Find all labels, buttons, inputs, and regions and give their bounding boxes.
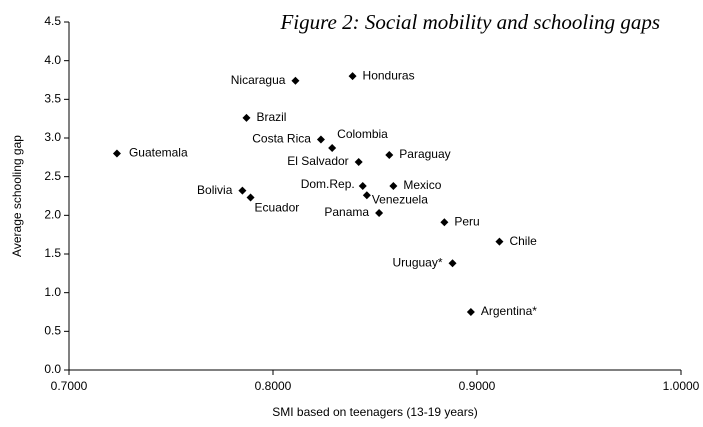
- y-tick-label: 0.0: [44, 362, 61, 376]
- point-label: Venezuela: [372, 192, 428, 206]
- point-label: Guatemala: [129, 146, 188, 160]
- point: [495, 237, 504, 246]
- y-tick-label: 1.0: [44, 285, 61, 299]
- point: [328, 144, 337, 153]
- y-tick-label: 2.0: [44, 208, 61, 222]
- x-tick-label: 0.7000: [51, 379, 88, 393]
- point: [375, 209, 384, 218]
- point-label: Chile: [509, 234, 537, 248]
- point-label: El Salvador: [287, 154, 348, 168]
- point-label: Dom.Rep.: [301, 177, 355, 191]
- x-tick-label: 1.0000: [663, 379, 700, 393]
- point-label: Ecuador: [255, 201, 300, 215]
- point-label: Uruguay*: [392, 255, 442, 269]
- point-label: Paraguay: [399, 147, 450, 161]
- point: [385, 151, 394, 160]
- point-label: Argentina*: [481, 304, 537, 318]
- y-tick-label: 4.5: [44, 14, 61, 28]
- x-axis-label: SMI based on teenagers (13-19 years): [272, 405, 477, 419]
- y-axis-label: Average schooling gap: [10, 135, 24, 257]
- point-label: Honduras: [363, 68, 415, 82]
- y-tick-label: 3.0: [44, 130, 61, 144]
- x-tick-label: 0.8000: [255, 379, 292, 393]
- point-label: Peru: [454, 214, 479, 228]
- y-tick-label: 3.5: [44, 92, 61, 106]
- point-label: Panama: [324, 205, 369, 219]
- point: [348, 72, 357, 81]
- point-label: Costa Rica: [252, 132, 311, 146]
- point: [389, 181, 398, 190]
- point: [358, 181, 367, 190]
- x-tick-label: 0.9000: [459, 379, 496, 393]
- point: [242, 113, 251, 122]
- y-tick-label: 2.5: [44, 169, 61, 183]
- y-tick-label: 0.5: [44, 324, 61, 338]
- chart-title: Figure 2: Social mobility and schooling …: [279, 10, 660, 34]
- point: [354, 157, 363, 166]
- point: [362, 191, 371, 200]
- point: [238, 186, 247, 195]
- point: [440, 218, 449, 227]
- point-label: Brazil: [256, 110, 286, 124]
- point-label: Mexico: [403, 178, 441, 192]
- point: [316, 135, 325, 144]
- point-label: Colombia: [337, 127, 388, 141]
- point: [246, 193, 255, 202]
- point: [448, 259, 457, 268]
- point-label: Nicaragua: [231, 73, 286, 87]
- point: [291, 76, 300, 85]
- y-tick-label: 1.5: [44, 246, 61, 260]
- point-label: Bolivia: [197, 183, 233, 197]
- point: [112, 149, 121, 158]
- point: [466, 308, 475, 316]
- y-tick-label: 4.0: [44, 53, 61, 67]
